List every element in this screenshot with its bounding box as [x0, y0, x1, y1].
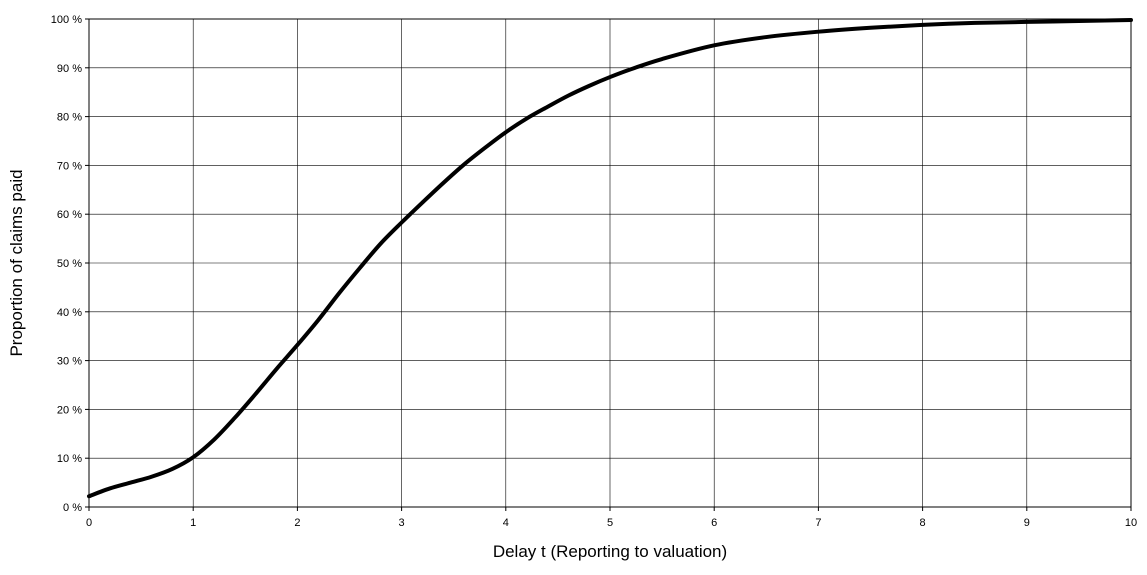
y-tick-label: 10 %: [57, 453, 82, 465]
y-tick-label: 40 %: [57, 307, 82, 319]
y-tick-label: 30 %: [57, 356, 82, 368]
y-tick-label: 60 %: [57, 209, 82, 221]
x-tick-label: 1: [190, 517, 196, 529]
x-axis-title: Delay t (Reporting to valuation): [493, 542, 727, 561]
x-tick-label: 3: [399, 517, 405, 529]
y-tick-label: 70 %: [57, 160, 82, 172]
y-tick-label: 100 %: [51, 14, 82, 26]
y-tick-label: 90 %: [57, 63, 82, 75]
x-tick-label: 2: [294, 517, 300, 529]
x-tick-label: 5: [607, 517, 613, 529]
x-tick-label: 10: [1125, 517, 1137, 529]
x-tick-label: 7: [815, 517, 821, 529]
x-tick-label: 4: [503, 517, 509, 529]
series-layer: [87, 17, 1133, 499]
x-tick-label: 0: [86, 517, 92, 529]
x-tick-label: 8: [920, 517, 926, 529]
y-tick-label: 80 %: [57, 112, 82, 124]
x-tick-label: 9: [1024, 517, 1030, 529]
y-axis-title: Proportion of claims paid: [7, 169, 26, 356]
series-line: [87, 17, 1133, 499]
y-tick-labels: 0 % 10 % 20 % 30 % 40 % 50 % 60 % 70 % 80 % 90 % 1…: [51, 14, 89, 514]
y-tick-label: 20 %: [57, 404, 82, 416]
x-tick-labels: 0 1 2 3 4 5 6 7 8 9 10: [86, 507, 1137, 529]
y-tick-label: 50 %: [57, 258, 82, 270]
y-tick-label: 0 %: [63, 502, 82, 514]
x-tick-label: 6: [711, 517, 717, 529]
